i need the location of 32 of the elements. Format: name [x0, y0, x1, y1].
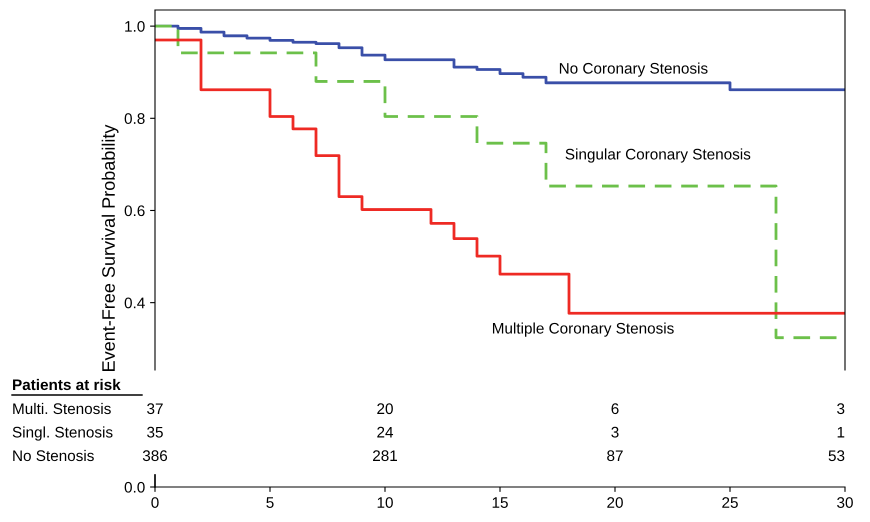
- y-tick-label: 0.4: [124, 298, 145, 308]
- annotation: 37: [147, 403, 163, 414]
- annotation: 281: [373, 450, 397, 462]
- x-tick-label: 15: [492, 497, 508, 508]
- annotation: 6: [612, 403, 619, 414]
- annotation: 386: [142, 450, 168, 462]
- x-tick-label: 5: [266, 497, 274, 508]
- y-tick-label: 1.0: [125, 21, 145, 32]
- annotation: 24: [377, 426, 394, 438]
- x-tick-label: 20: [607, 497, 623, 508]
- text: Singl. Stenosis: [12, 426, 113, 441]
- y-tick-label: 0.8: [124, 113, 145, 124]
- series-label: No Coronary Stenosis: [560, 62, 708, 77]
- annotation: 3: [611, 426, 619, 438]
- text: Multi. Stenosis: [13, 402, 111, 414]
- annotation: 35: [147, 426, 163, 438]
- annotation: 20: [377, 403, 393, 414]
- annotation: 1: [838, 426, 844, 438]
- series-label: Singular Coronary Stenosis: [566, 148, 750, 163]
- x-tick-label: 30: [837, 497, 853, 508]
- y-tick-label: 0.6: [124, 205, 145, 216]
- y-tick-label: 0.0: [124, 482, 145, 493]
- x-tick-label: 10: [378, 497, 393, 508]
- annotation: 53: [828, 450, 844, 462]
- series-label: Multiple Coronary Stenosis: [492, 322, 674, 337]
- y-axis-title: Event-Free Survival Probability: [102, 124, 118, 371]
- x-tick-label: 25: [722, 497, 738, 508]
- annotation: 3: [837, 403, 844, 414]
- text: Patients at risk: [13, 378, 121, 390]
- text: No Stenosis: [13, 450, 94, 462]
- annotation: 87: [607, 450, 623, 462]
- x-tick-label: 0: [151, 497, 159, 508]
